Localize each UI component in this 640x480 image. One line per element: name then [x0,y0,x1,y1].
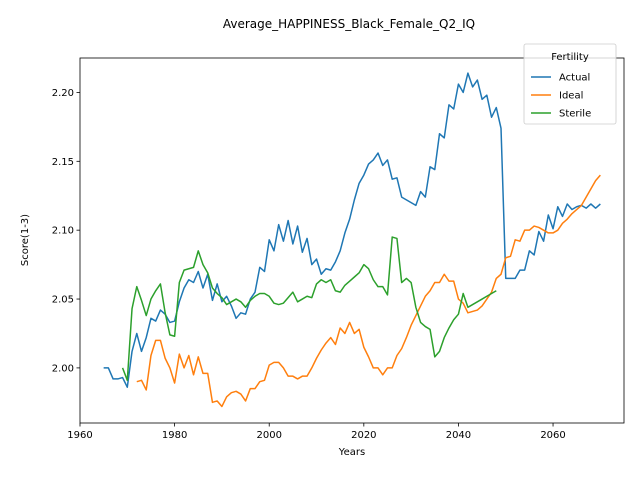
legend: Fertility Actual Ideal Sterile [523,43,617,125]
series-line-ideal [136,174,601,408]
plot-frame [79,57,625,424]
y-axis-label: Score(1-3) [20,214,31,266]
x-tick-label: 2060 [540,430,565,441]
x-tick-label: 2000 [256,430,281,441]
series-layer [103,72,601,408]
x-tick-label: 1980 [162,430,187,441]
x-tick-label: 2040 [446,430,471,441]
y-tick-label: 2.20 [52,88,74,99]
x-axis: 1960 1980 2000 2020 2040 2060 [67,423,566,441]
y-tick-label: 2.10 [52,226,74,237]
y-axis: 2.00 2.05 2.10 2.15 2.20 [52,88,80,374]
legend-box [523,43,617,125]
x-axis-label: Years [338,447,365,458]
legend-label-actual: Actual [559,73,590,84]
chart-title: Average_HAPPINESS_Black_Female_Q2_IQ [223,17,475,31]
y-tick-label: 2.05 [52,295,74,306]
x-tick-label: 1960 [67,430,92,441]
y-tick-label: 2.15 [52,157,74,168]
legend-items: Actual Ideal Sterile [531,73,591,120]
series-line-actual [103,72,601,388]
series-line-sterile [121,236,497,382]
legend-label-sterile: Sterile [559,109,591,120]
x-tick-label: 2020 [351,430,376,441]
y-tick-label: 2.00 [52,363,74,374]
legend-title: Fertility [551,52,589,63]
legend-label-ideal: Ideal [559,91,583,102]
